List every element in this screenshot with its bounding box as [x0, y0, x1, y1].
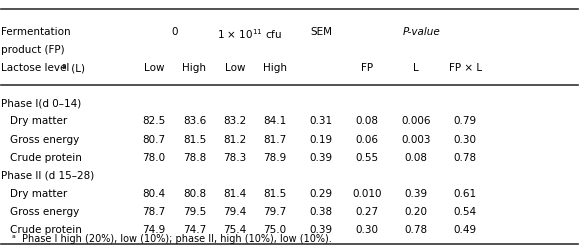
Text: Dry matter: Dry matter: [10, 116, 67, 126]
Text: 0.06: 0.06: [356, 135, 379, 145]
Text: 0.61: 0.61: [454, 189, 477, 199]
Text: 80.8: 80.8: [183, 189, 206, 199]
Text: 83.2: 83.2: [223, 116, 247, 126]
Text: Phase II (d 15–28): Phase II (d 15–28): [1, 171, 94, 181]
Text: 0: 0: [171, 27, 178, 37]
Text: 75.0: 75.0: [263, 225, 287, 235]
Text: 84.1: 84.1: [263, 116, 287, 126]
Text: Crude protein: Crude protein: [10, 153, 82, 163]
Text: 0.31: 0.31: [310, 116, 333, 126]
Text: 0.39: 0.39: [310, 225, 333, 235]
Text: 80.4: 80.4: [142, 189, 166, 199]
Text: 0.30: 0.30: [454, 135, 477, 145]
Text: 1 × 10$^{11}$ cfu: 1 × 10$^{11}$ cfu: [217, 27, 281, 41]
Text: 82.5: 82.5: [142, 116, 166, 126]
Text: Gross energy: Gross energy: [10, 135, 79, 145]
Text: 78.8: 78.8: [183, 153, 206, 163]
Text: 78.9: 78.9: [263, 153, 287, 163]
Text: Low: Low: [225, 63, 245, 73]
Text: P-value: P-value: [403, 27, 441, 37]
Text: ᵃ  Phase I high (20%), low (10%); phase II, high (10%), low (10%).: ᵃ Phase I high (20%), low (10%); phase I…: [12, 234, 331, 244]
Text: L: L: [413, 63, 419, 73]
Text: Gross energy: Gross energy: [10, 207, 79, 217]
Text: (L): (L): [68, 63, 85, 73]
Text: 0.39: 0.39: [310, 153, 333, 163]
Text: High: High: [263, 63, 287, 73]
Text: Lactose level: Lactose level: [1, 63, 69, 73]
Text: 0.78: 0.78: [454, 153, 477, 163]
Text: 81.2: 81.2: [223, 135, 247, 145]
Text: 81.4: 81.4: [223, 189, 247, 199]
Text: 79.5: 79.5: [183, 207, 206, 217]
Text: 0.30: 0.30: [356, 225, 379, 235]
Text: Phase I(d 0–14): Phase I(d 0–14): [1, 98, 82, 108]
Text: 0.49: 0.49: [454, 225, 477, 235]
Text: 78.7: 78.7: [142, 207, 166, 217]
Text: 79.4: 79.4: [223, 207, 247, 217]
Text: 74.9: 74.9: [142, 225, 166, 235]
Text: Crude protein: Crude protein: [10, 225, 82, 235]
Text: 81.7: 81.7: [263, 135, 287, 145]
Text: High: High: [182, 63, 207, 73]
Text: FP: FP: [361, 63, 373, 73]
Text: 75.4: 75.4: [223, 225, 247, 235]
Text: 0.19: 0.19: [310, 135, 333, 145]
Text: 79.7: 79.7: [263, 207, 287, 217]
Text: 80.7: 80.7: [142, 135, 166, 145]
Text: 0.39: 0.39: [405, 189, 428, 199]
Text: 0.78: 0.78: [405, 225, 428, 235]
Text: 74.7: 74.7: [183, 225, 206, 235]
Text: SEM: SEM: [310, 27, 332, 37]
Text: 81.5: 81.5: [183, 135, 206, 145]
Text: 0.08: 0.08: [405, 153, 428, 163]
Text: Dry matter: Dry matter: [10, 189, 67, 199]
Text: 0.003: 0.003: [401, 135, 431, 145]
Text: 83.6: 83.6: [183, 116, 206, 126]
Text: 78.0: 78.0: [142, 153, 166, 163]
Text: 0.79: 0.79: [454, 116, 477, 126]
Text: a: a: [62, 62, 67, 71]
Text: 78.3: 78.3: [223, 153, 247, 163]
Text: product (FP): product (FP): [1, 45, 65, 55]
Text: 0.27: 0.27: [356, 207, 379, 217]
Text: 0.20: 0.20: [405, 207, 428, 217]
Text: Low: Low: [144, 63, 164, 73]
Text: 0.55: 0.55: [356, 153, 379, 163]
Text: FP × L: FP × L: [449, 63, 482, 73]
Text: 0.08: 0.08: [356, 116, 379, 126]
Text: 0.54: 0.54: [454, 207, 477, 217]
Text: 0.006: 0.006: [401, 116, 431, 126]
Text: 0.38: 0.38: [310, 207, 333, 217]
Text: Fermentation: Fermentation: [1, 27, 71, 37]
Text: 0.010: 0.010: [353, 189, 382, 199]
Text: 0.29: 0.29: [310, 189, 333, 199]
Text: 81.5: 81.5: [263, 189, 287, 199]
